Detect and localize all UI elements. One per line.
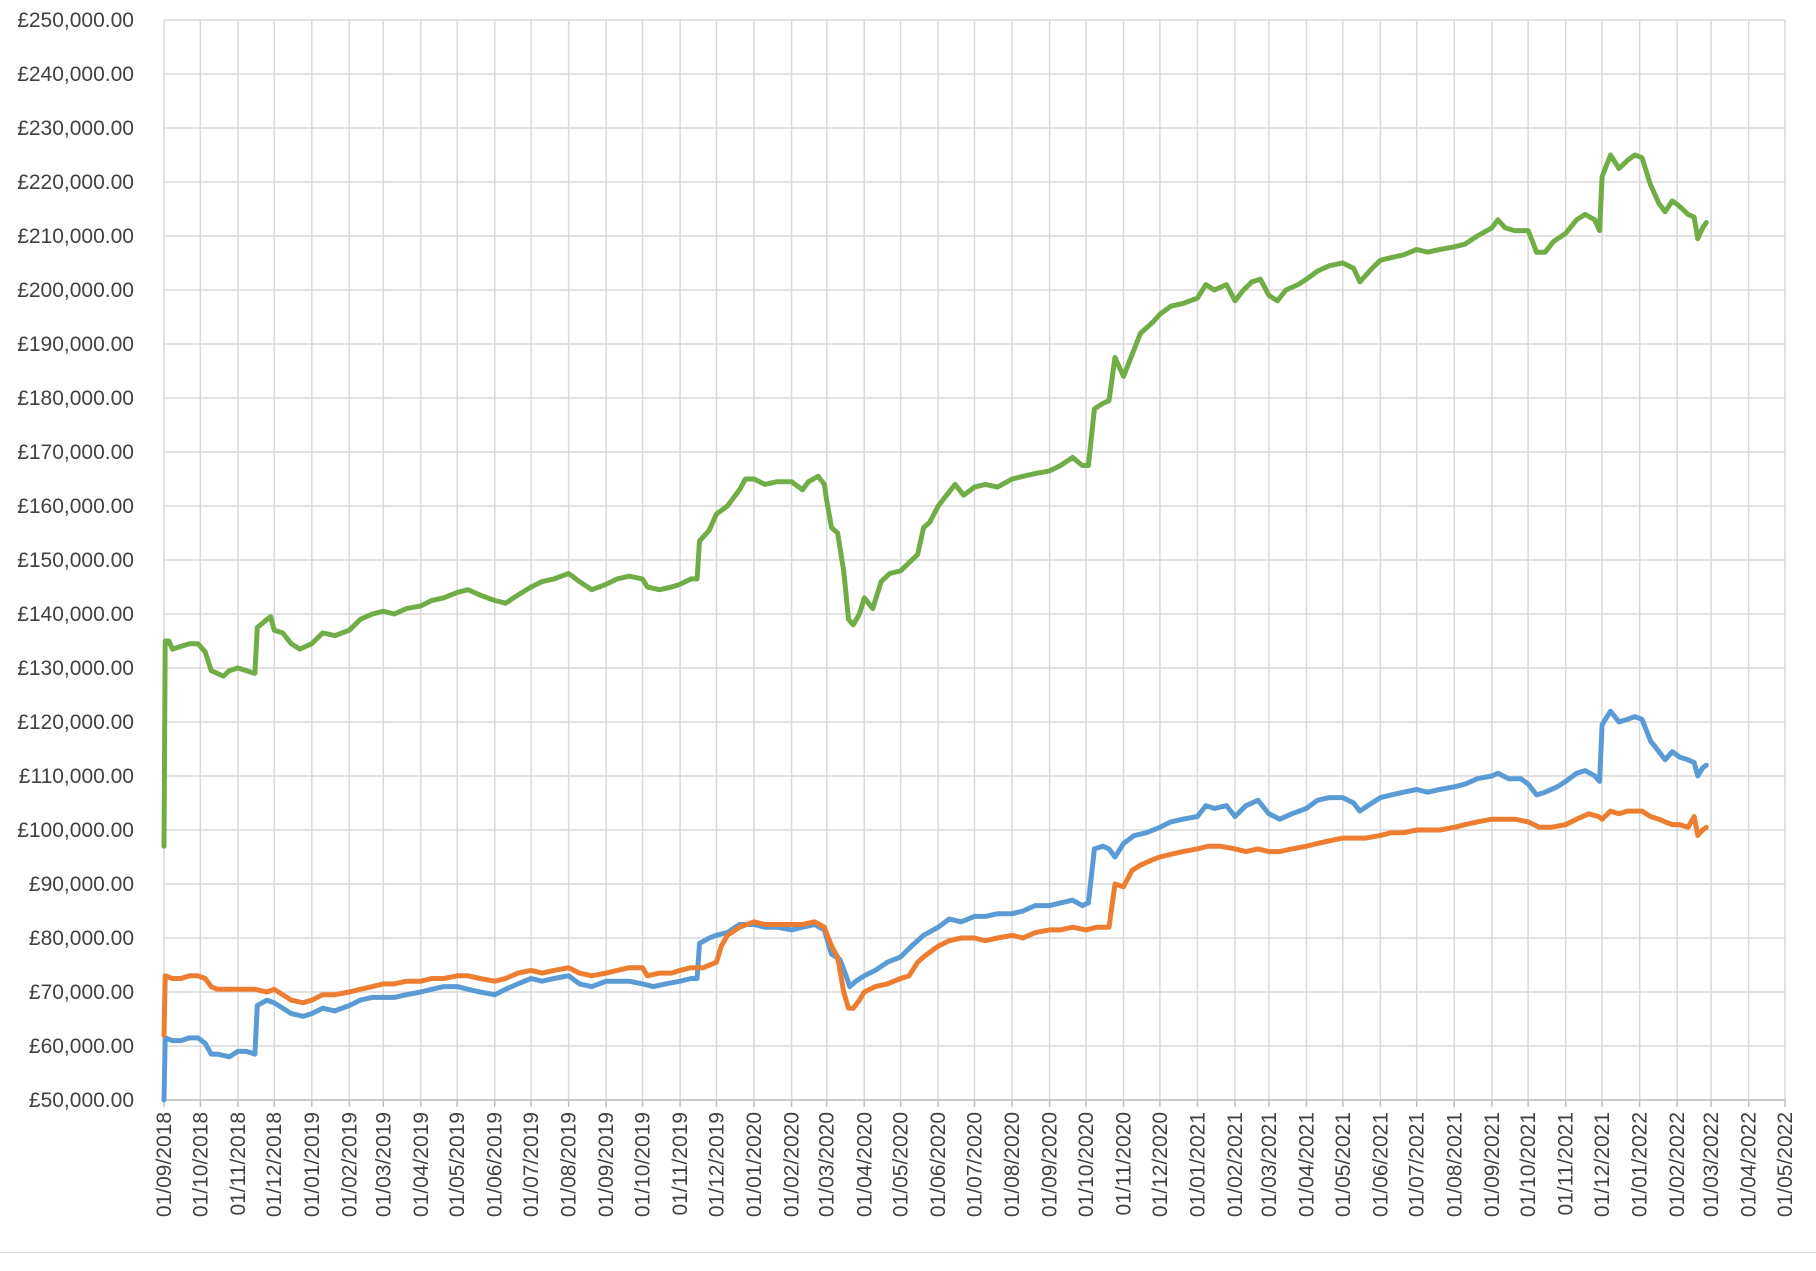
y-tick-label: £210,000.00 (17, 225, 134, 248)
x-tick-label: 01/05/2019 (446, 1112, 469, 1217)
y-tick-label: £220,000.00 (17, 171, 134, 194)
y-tick-label: £150,000.00 (17, 549, 134, 572)
series-lines (161, 152, 1709, 1103)
x-tick-label: 01/05/2022 (1774, 1112, 1797, 1217)
x-tick-label: 01/08/2021 (1443, 1112, 1466, 1217)
y-tick-label: £100,000.00 (17, 819, 134, 842)
x-tick-label: 01/10/2021 (1517, 1112, 1540, 1217)
y-tick-label: £80,000.00 (29, 927, 134, 950)
series-line-1 (161, 152, 1709, 849)
y-tick-label: £170,000.00 (17, 441, 134, 464)
y-tick-label: £230,000.00 (17, 117, 134, 140)
x-tick-label: 01/05/2020 (890, 1112, 913, 1217)
x-tick-label: 01/02/2020 (781, 1112, 804, 1217)
x-tick-label: 01/02/2021 (1224, 1112, 1247, 1217)
y-tick-label: £240,000.00 (17, 63, 134, 86)
y-tick-label: £200,000.00 (17, 279, 134, 302)
x-tick-label: 01/04/2021 (1295, 1112, 1318, 1217)
x-tick-label: 01/04/2020 (853, 1112, 876, 1217)
y-tick-label: £50,000.00 (29, 1089, 134, 1112)
x-tick-label: 01/12/2018 (263, 1112, 286, 1217)
x-tick-label: 01/02/2022 (1666, 1112, 1689, 1217)
x-tick-label: 01/11/2021 (1555, 1112, 1578, 1216)
series-line-2 (161, 708, 1709, 1103)
y-tick-label: £130,000.00 (17, 657, 134, 680)
x-tick-label: 01/10/2020 (1075, 1112, 1098, 1217)
bottom-divider (0, 1252, 1816, 1253)
y-tick-label: £110,000.00 (19, 765, 134, 788)
x-tick-label: 01/09/2021 (1481, 1112, 1504, 1217)
y-tick-label: £70,000.00 (29, 981, 134, 1004)
series-line-3 (161, 808, 1709, 1038)
y-tick-label: £120,000.00 (17, 711, 134, 734)
x-tick-label: 01/04/2022 (1738, 1112, 1761, 1217)
x-tick-label: 01/09/2018 (153, 1112, 176, 1217)
x-tick-label: 01/01/2022 (1629, 1112, 1652, 1217)
x-tick-label: 01/11/2018 (227, 1112, 250, 1216)
x-tick-label: 01/05/2021 (1332, 1112, 1355, 1217)
x-tick-label: 01/11/2020 (1113, 1112, 1136, 1216)
x-tick-label: 01/03/2020 (816, 1112, 839, 1217)
y-tick-label: £60,000.00 (29, 1035, 134, 1058)
x-tick-label: 01/02/2019 (338, 1112, 361, 1217)
x-tick-label: 01/06/2021 (1369, 1112, 1392, 1217)
x-tick-label: 01/12/2021 (1591, 1112, 1614, 1217)
x-tick-label: 01/12/2019 (705, 1112, 728, 1217)
x-tick-label: 01/04/2019 (410, 1112, 433, 1217)
x-tick-label: 01/01/2020 (743, 1112, 766, 1217)
x-tick-label: 01/10/2018 (189, 1112, 212, 1217)
x-tick-label: 01/12/2020 (1149, 1112, 1172, 1217)
x-tick-label: 01/07/2021 (1406, 1112, 1429, 1217)
y-tick-label: £140,000.00 (17, 603, 134, 626)
x-axis-line (163, 1099, 1786, 1107)
y-tick-label: £180,000.00 (17, 387, 134, 410)
x-tick-label: 01/07/2019 (520, 1112, 543, 1217)
x-axis-tick-labels: 01/09/2018 01/10/2018 01/11/2018 01/12/2018… (153, 1112, 1797, 1217)
x-tick-label: 01/08/2020 (1001, 1112, 1024, 1217)
y-tick-label: £90,000.00 (29, 873, 134, 896)
x-tick-label: 01/03/2019 (372, 1112, 395, 1217)
x-tick-label: 01/01/2019 (301, 1112, 324, 1217)
x-tick-label: 01/11/2019 (669, 1112, 692, 1216)
x-tick-label: 01/03/2022 (1700, 1112, 1723, 1217)
y-tick-label: £160,000.00 (17, 495, 134, 518)
x-tick-label: 01/01/2021 (1186, 1112, 1209, 1217)
y-tick-label: £190,000.00 (17, 333, 134, 356)
x-tick-label: 01/06/2020 (927, 1112, 950, 1217)
y-tick-label: £250,000.00 (17, 9, 134, 32)
x-tick-label: 01/03/2021 (1258, 1112, 1281, 1217)
x-tick-label: 01/08/2019 (558, 1112, 581, 1217)
x-tick-label: 01/07/2020 (964, 1112, 987, 1217)
x-tick-label: 01/09/2019 (595, 1112, 618, 1217)
x-tick-label: 01/06/2019 (484, 1112, 507, 1217)
x-tick-label: 01/10/2019 (632, 1112, 655, 1217)
y-axis-tick-labels: £50,000.00 £60,000.00 £70,000.00 £80,000.00… (17, 9, 134, 1112)
x-tick-label: 01/09/2020 (1039, 1112, 1062, 1217)
